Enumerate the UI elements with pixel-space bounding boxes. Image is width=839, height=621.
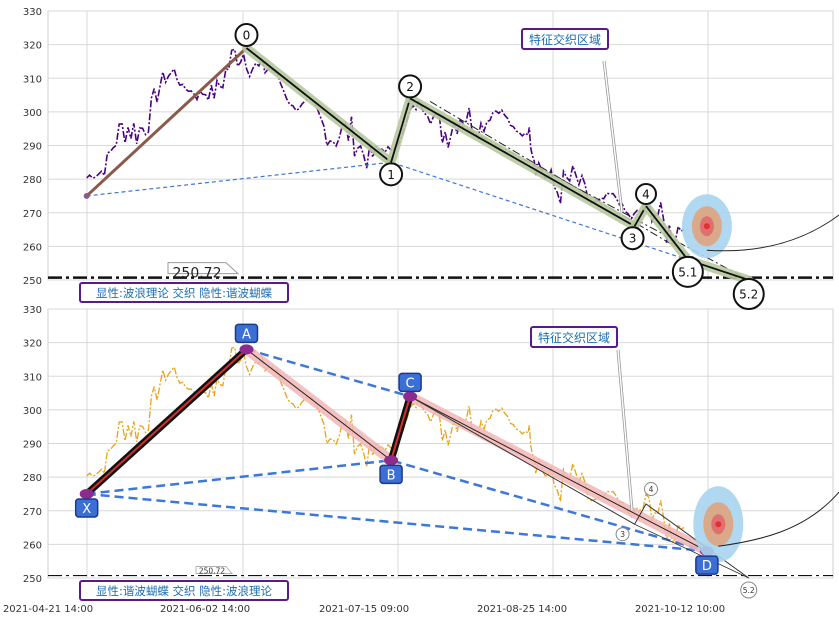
top-y-tick-label: 320	[23, 41, 42, 52]
bottom-wave-mark-5.2	[740, 581, 758, 599]
bottom-harmonic-box-X	[74, 498, 99, 518]
bottom-level-tag	[195, 566, 233, 574]
top-level-tag	[167, 262, 240, 275]
top-wave-label-1: 1	[387, 168, 395, 182]
bottom-harmonic-label-D: D	[702, 559, 712, 574]
top-caption-box	[79, 282, 289, 303]
x-tick-label: 2021-10-12 10:00	[635, 604, 725, 615]
bottom-y-tick-label: 250	[23, 574, 42, 585]
bottom-wave-mark-label-4: 4	[649, 485, 654, 494]
bottom-harmonic-dot-B	[384, 455, 399, 466]
bottom-wave-mark-label-3: 3	[620, 530, 625, 539]
bottom-harmonic-leg	[409, 395, 708, 552]
top-wave-marker-5.1	[671, 255, 704, 288]
x-tick-label: 2021-06-02 14:00	[160, 604, 250, 615]
x-tick-label: 2021-04-21 14:00	[3, 604, 93, 615]
bottom-harmonic-dashed-line	[86, 459, 708, 553]
top-level-label: 250.72	[173, 266, 222, 282]
top-y-tick-label: 330	[23, 7, 42, 18]
bottom-wave-mark-3	[615, 527, 630, 542]
top-wave-leg	[85, 46, 248, 198]
bottom-y-tick-label: 290	[23, 440, 42, 451]
top-y-tick-label: 270	[23, 209, 42, 220]
top-price-line	[86, 48, 685, 246]
bottom-y-tick-label: 260	[23, 540, 42, 551]
bottom-y-tick-label: 300	[23, 406, 42, 417]
top-wave-leg	[245, 47, 392, 164]
top-wave-marker-5.2	[732, 278, 765, 310]
top-caption-label: 显性:波浪理论 交织 隐性:谐波蝴蝶	[96, 286, 273, 300]
top-y-tick-label: 290	[23, 142, 42, 153]
top-wave-label-2: 2	[406, 80, 414, 94]
bottom-wave-mark-4	[644, 482, 658, 497]
top-wave-leg	[409, 97, 636, 227]
top-wave-marker-0	[234, 22, 259, 47]
top-y-tick-label: 300	[23, 108, 42, 119]
bottom-caption-label: 显性:谐波蝴蝶 交织 隐性:波浪理论	[96, 584, 273, 598]
top-wave-label-5.1: 5.1	[678, 265, 697, 279]
top-start-dot	[83, 192, 90, 199]
bottom-level-label: 250.72	[199, 567, 225, 576]
bottom-annotation-box	[530, 326, 618, 348]
bottom-harmonic-box-B	[379, 464, 403, 485]
bottom-harmonic-box-A	[234, 323, 259, 344]
top-wave-label-4: 4	[642, 188, 650, 202]
top-y-tick-label: 310	[23, 74, 42, 85]
x-tick-label: 2021-07-15 09:00	[319, 604, 409, 615]
bottom-projection-arc	[718, 491, 839, 547]
top-wave-leg	[390, 98, 411, 163]
top-wave-marker-3	[620, 226, 645, 251]
top-trend-dashdot-line	[429, 100, 699, 261]
top-annotation-box	[521, 28, 609, 50]
bottom-wave-trace	[634, 523, 749, 579]
bottom-harmonic-leg-core	[390, 396, 412, 461]
top-wave-label-5.2: 5.2	[739, 288, 758, 302]
top-y-tick-label: 260	[23, 242, 42, 253]
bottom-wave-mark-label-5.2: 5.2	[743, 586, 755, 595]
bottom-y-tick-label: 320	[23, 339, 42, 350]
bottom-caption-box	[79, 580, 289, 601]
bottom-harmonic-box-C	[398, 372, 422, 393]
top-y-tick-label: 250	[23, 276, 42, 287]
bottom-harmonic-dashed-line	[246, 348, 411, 398]
top-wave-leg	[645, 205, 689, 261]
bottom-harmonic-leg	[246, 348, 392, 461]
bottom-harmonic-label-B: B	[387, 468, 396, 483]
bottom-harmonic-label-A: A	[242, 327, 251, 342]
bottom-harmonic-dashed-line	[86, 492, 707, 553]
bottom-harmonic-dot-X	[79, 488, 94, 499]
top-annotation-label: 特征交织区域	[529, 32, 601, 47]
bottom-harmonic-leg-core	[86, 348, 248, 495]
bottom-target-dot	[715, 521, 722, 528]
bottom-annotation-arrow-inner	[617, 349, 633, 511]
bottom-y-tick-label: 310	[23, 372, 42, 383]
bottom-harmonic-dot-A	[239, 344, 254, 355]
bottom-harmonic-box-D	[695, 555, 719, 575]
top-support-dashed-line	[86, 161, 689, 261]
bottom-y-tick-label: 330	[23, 305, 42, 316]
bottom-harmonic-dot-C	[403, 391, 418, 402]
bottom-harmonic-label-X: X	[82, 502, 91, 517]
top-wave-marker-1	[379, 162, 404, 187]
x-tick-label: 2021-08-25 14:00	[477, 604, 567, 615]
top-y-tick-label: 280	[23, 175, 42, 186]
top-projection-arc	[706, 214, 839, 252]
top-wave-label-3: 3	[629, 232, 637, 246]
bottom-y-tick-label: 280	[23, 473, 42, 484]
top-wave-label-0: 0	[243, 28, 251, 42]
bottom-harmonic-label-C: C	[406, 376, 415, 391]
top-target-dot	[703, 223, 710, 230]
top-annotation-arrow-inner	[603, 60, 623, 213]
top-wave-marker-2	[398, 74, 423, 99]
bottom-price-line	[86, 346, 685, 544]
bottom-annotation-label: 特征交织区域	[538, 330, 610, 345]
top-wave-marker-4	[635, 183, 657, 206]
bottom-y-tick-label: 270	[23, 507, 42, 518]
